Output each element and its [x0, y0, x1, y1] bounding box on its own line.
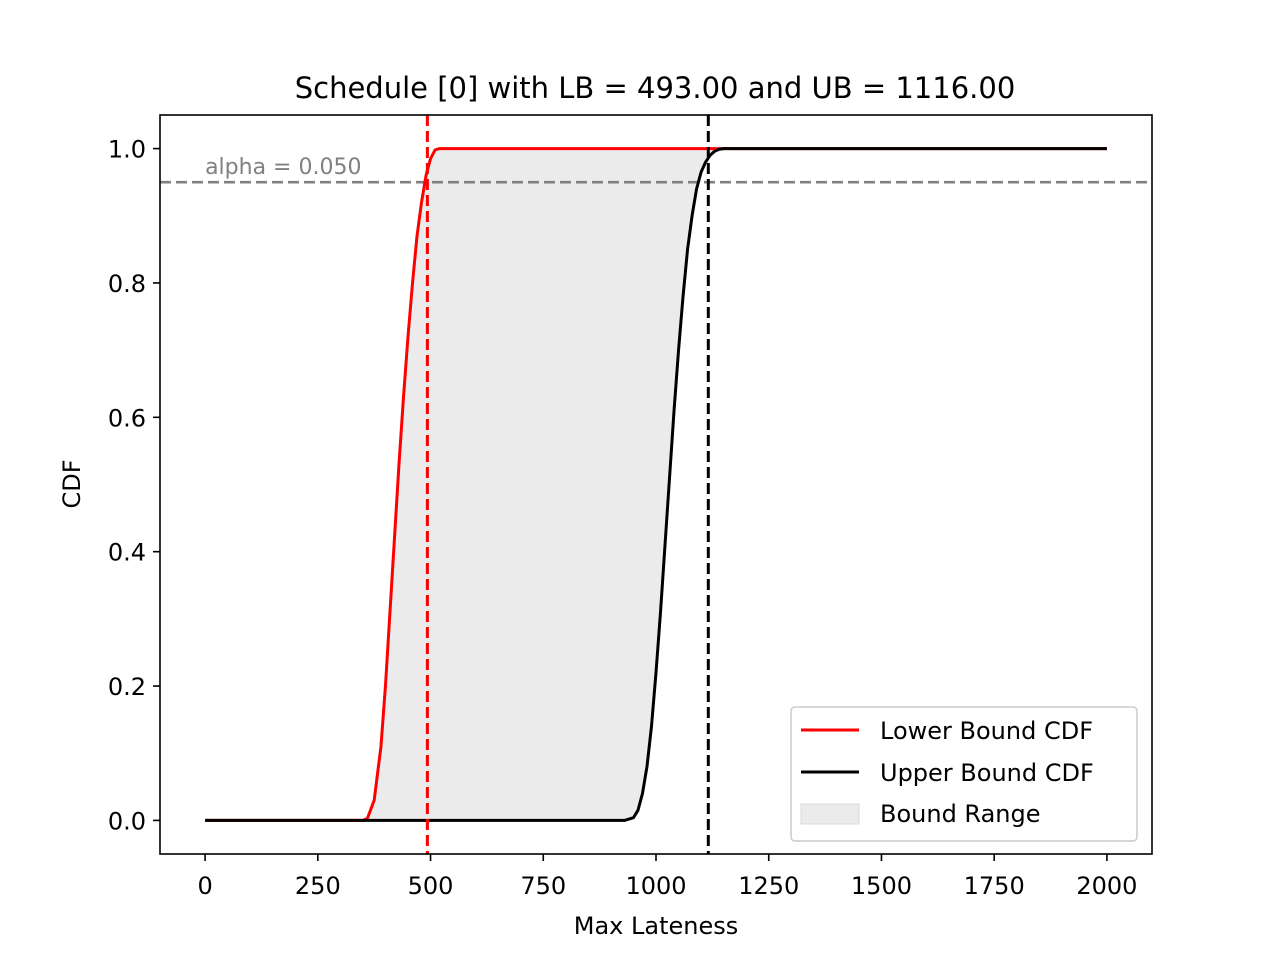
legend-label-upper-bound: Upper Bound CDF — [880, 759, 1094, 787]
alpha-annotation: alpha = 0.050 — [205, 155, 361, 180]
y-tick-label: 0.2 — [108, 673, 146, 701]
x-tick-label: 750 — [520, 872, 566, 900]
upper-bound-cdf-line — [205, 147, 1107, 822]
x-tick-label: 500 — [408, 872, 454, 900]
y-axis-label: CDF — [58, 459, 86, 508]
y-tick-label: 0.4 — [108, 539, 146, 567]
x-tick-label: 1000 — [625, 872, 686, 900]
legend-box — [790, 706, 1138, 842]
y-tick-label: 0.6 — [108, 404, 146, 432]
x-tick-label: 1750 — [964, 872, 1025, 900]
x-tick-label: 2000 — [1076, 872, 1137, 900]
x-tick-label: 1250 — [738, 872, 799, 900]
x-tick-label: 1500 — [851, 872, 912, 900]
legend-swatch-bound-range — [800, 803, 860, 825]
x-axis: 0 250 500 750 1000 1250 1500 1750 2000 — [197, 854, 1137, 900]
x-tick-label: 250 — [295, 872, 341, 900]
y-tick-label: 0.0 — [108, 807, 146, 835]
legend-label-bound-range: Bound Range — [880, 800, 1041, 828]
x-axis-label: Max Lateness — [574, 912, 738, 940]
y-axis: 0.0 0.2 0.4 0.6 0.8 1.0 — [108, 136, 160, 835]
x-tick-label: 0 — [197, 872, 212, 900]
legend-label-lower-bound: Lower Bound CDF — [880, 717, 1093, 745]
bound-range-fill — [205, 148, 1107, 821]
legend: Lower Bound CDF Upper Bound CDF Bound Ra… — [790, 706, 1138, 842]
plot-area: alpha = 0.050 — [160, 115, 1152, 854]
y-tick-label: 0.8 — [108, 270, 146, 298]
y-tick-label: 1.0 — [108, 136, 146, 164]
chart-title: Schedule [0] with LB = 493.00 and UB = 1… — [295, 71, 1016, 105]
